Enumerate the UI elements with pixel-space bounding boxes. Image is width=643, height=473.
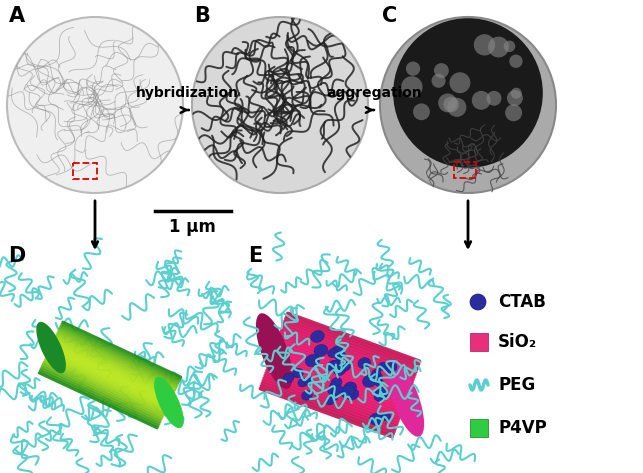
Circle shape (443, 96, 459, 112)
Ellipse shape (330, 382, 339, 389)
Ellipse shape (358, 358, 370, 368)
Circle shape (401, 76, 422, 97)
Ellipse shape (302, 391, 312, 400)
Text: P4VP: P4VP (498, 419, 547, 437)
Circle shape (413, 104, 430, 120)
Text: B: B (194, 6, 210, 26)
Ellipse shape (331, 377, 342, 387)
Circle shape (472, 91, 491, 110)
Circle shape (438, 94, 457, 113)
Ellipse shape (372, 369, 381, 377)
Circle shape (406, 61, 420, 76)
Circle shape (474, 34, 495, 55)
Circle shape (503, 41, 515, 52)
Text: E: E (248, 246, 262, 266)
Ellipse shape (363, 375, 377, 387)
Ellipse shape (385, 362, 397, 373)
Ellipse shape (470, 294, 486, 310)
Circle shape (448, 98, 466, 117)
Ellipse shape (329, 392, 338, 401)
Ellipse shape (154, 377, 184, 428)
Text: aggregation: aggregation (326, 86, 422, 100)
Text: hybridization: hybridization (136, 86, 239, 100)
Ellipse shape (327, 360, 340, 371)
Ellipse shape (283, 373, 294, 383)
Ellipse shape (375, 379, 383, 386)
Circle shape (449, 72, 471, 93)
Ellipse shape (340, 362, 350, 371)
Circle shape (192, 17, 368, 193)
Ellipse shape (304, 378, 313, 385)
Circle shape (505, 105, 522, 121)
Ellipse shape (331, 346, 343, 356)
Ellipse shape (378, 362, 388, 370)
Circle shape (487, 91, 502, 106)
Text: CTAB: CTAB (498, 293, 546, 311)
Bar (3, 255, 240, 470)
Ellipse shape (325, 397, 334, 405)
Ellipse shape (344, 382, 357, 393)
Ellipse shape (334, 365, 346, 376)
Circle shape (488, 36, 509, 57)
Ellipse shape (341, 385, 356, 398)
Ellipse shape (328, 385, 340, 395)
Ellipse shape (314, 344, 328, 357)
Ellipse shape (311, 331, 324, 342)
Ellipse shape (298, 378, 308, 387)
Bar (470, 419, 488, 437)
Circle shape (394, 18, 543, 168)
Ellipse shape (256, 313, 293, 389)
Text: D: D (8, 246, 25, 266)
Ellipse shape (305, 354, 320, 367)
Ellipse shape (328, 349, 338, 358)
Ellipse shape (369, 372, 383, 383)
Circle shape (509, 54, 523, 68)
Ellipse shape (370, 413, 383, 425)
Text: A: A (9, 6, 25, 26)
Ellipse shape (293, 368, 303, 378)
Ellipse shape (374, 390, 387, 402)
Circle shape (434, 63, 449, 78)
Bar (455, 255, 641, 470)
Ellipse shape (335, 351, 346, 361)
Text: C: C (382, 6, 397, 26)
Ellipse shape (381, 413, 391, 421)
Bar (470, 333, 488, 351)
Text: PEG: PEG (498, 376, 535, 394)
Text: 1 μm: 1 μm (169, 218, 216, 236)
Ellipse shape (330, 360, 341, 370)
Circle shape (511, 88, 521, 99)
Circle shape (507, 90, 523, 106)
Text: SiO₂: SiO₂ (498, 333, 537, 351)
Ellipse shape (345, 388, 359, 400)
Ellipse shape (388, 361, 424, 437)
Ellipse shape (36, 322, 66, 373)
Bar (243, 255, 453, 470)
Ellipse shape (332, 385, 343, 394)
Circle shape (7, 17, 183, 193)
Ellipse shape (376, 387, 388, 398)
Circle shape (431, 74, 446, 88)
Circle shape (380, 17, 556, 193)
